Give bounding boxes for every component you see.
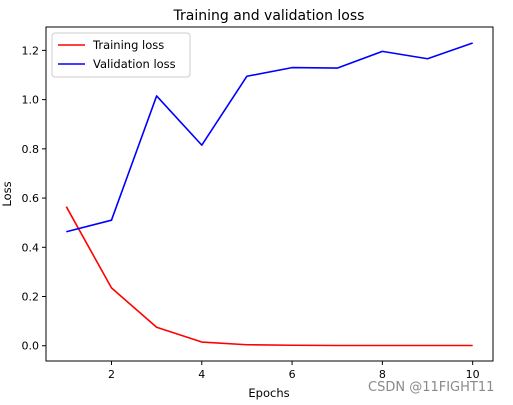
x-tick-label: 2 — [108, 368, 115, 381]
legend: Training loss Validation loss — [51, 32, 191, 78]
y-tick-label: 0.0 — [22, 340, 40, 353]
x-tick-label: 10 — [466, 368, 480, 381]
y-tick-label: 0.8 — [22, 143, 40, 156]
y-axis-ticks: 0.0 0.2 0.4 0.6 0.8 1.0 1.2 — [22, 44, 46, 353]
x-tick-label: 6 — [289, 368, 296, 381]
series-line-validation-loss — [66, 42, 473, 233]
watermark: CSDN @11FIGHT11 — [368, 380, 495, 395]
x-tick-label: 8 — [379, 368, 386, 381]
x-axis-ticks: 2 4 6 8 10 — [108, 361, 480, 381]
legend-label: Validation loss — [93, 57, 176, 71]
x-tick-label: 4 — [198, 368, 205, 381]
legend-items: Training loss Validation loss — [58, 38, 176, 71]
series-line-training-loss — [65, 206, 473, 347]
y-tick-label: 0.2 — [22, 291, 40, 304]
plot-area: 2 4 6 8 10 0.0 0.2 0.4 0.6 0.8 1.0 1.2 — [22, 26, 494, 381]
x-axis-label: Epochs — [248, 386, 289, 400]
y-tick-label: 0.6 — [22, 192, 40, 205]
chart-title: Training and validation loss — [173, 8, 365, 24]
plot-frame — [45, 26, 494, 362]
y-tick-label: 0.4 — [22, 241, 40, 254]
legend-label: Training loss — [92, 38, 164, 52]
legend-box — [51, 32, 191, 78]
y-axis-label: Loss — [0, 181, 14, 206]
y-tick-label: 1.0 — [22, 94, 40, 107]
series-layer — [65, 42, 473, 347]
y-tick-label: 1.2 — [22, 44, 40, 57]
